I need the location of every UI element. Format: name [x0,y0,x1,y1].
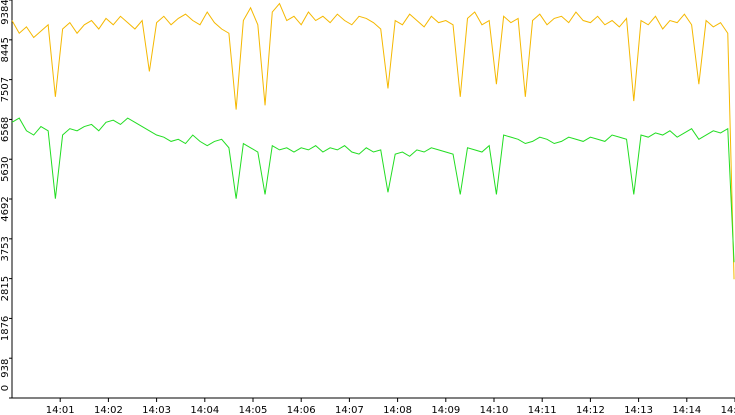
x-tick-label: 14:14 [672,405,701,415]
y-tick-label: 3753 [0,236,11,261]
y-tick-label: 7507 [0,77,11,102]
data-line [11,2,735,280]
y-tick-label: 5630 [0,156,11,181]
data-line [11,117,735,263]
x-tick-label: 14:02 [94,405,123,415]
x-tick-label: 14:04 [190,405,219,415]
y-tick-label: 9384 [0,0,11,25]
y-tick-label: 938 [0,359,11,378]
x-tick-label: 14:03 [142,405,171,415]
y-tick-label: 2815 [0,276,11,301]
y-tick-label: 1876 [0,316,11,341]
y-tick-label: 0 [0,385,11,391]
x-tick-label: 14:08 [383,405,412,415]
x-tick-label: 14:13 [624,405,653,415]
y-tick-label: 8445 [0,37,11,62]
x-tick-label: 14:11 [528,405,557,415]
x-tick-label: 14:12 [576,405,605,415]
x-tick-label: 14:09 [431,405,460,415]
y-tick-label: 4692 [0,196,11,221]
x-tick-label: 14:01 [46,405,75,415]
x-tick-label: 14:10 [480,405,509,415]
x-tick-label: 14:05 [239,405,268,415]
x-tick-label: 14:15 [721,405,735,415]
x-tick-label: 14:07 [335,405,364,415]
x-tick-label: 14:06 [287,405,316,415]
y-tick-label: 6568 [0,117,11,142]
